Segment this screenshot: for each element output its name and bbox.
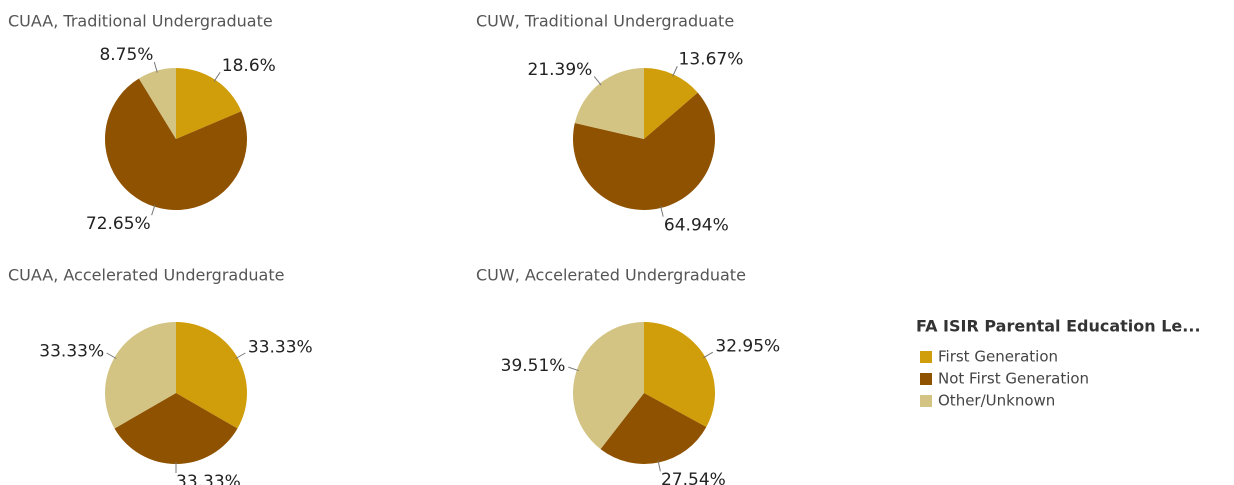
leader-line [703,351,714,359]
leader-line [213,71,221,82]
pie-slice [138,68,176,139]
legend-label: First Generation [938,348,1058,366]
legend-label: Other/Unknown [938,392,1055,410]
data-label: 64.94% [664,216,729,236]
leader-line [568,366,579,372]
data-label: 27.54% [661,470,726,485]
pie-slice [114,393,238,464]
data-label: 8.75% [99,45,153,65]
data-label: 32.95% [715,337,780,357]
data-label: 18.6% [222,56,276,76]
leader-line [657,460,661,472]
pie-slice [600,393,707,464]
pie-slice [572,92,715,211]
leader-line [672,66,678,77]
pie-slice [644,322,715,428]
pie-slice [644,68,698,139]
pie-slice [104,78,247,211]
data-label: 21.39% [528,60,593,80]
data-label: 39.51% [501,356,566,376]
data-label: 72.65% [86,214,151,234]
chart-title: CUAA, Accelerated Undergraduate [8,266,284,285]
chart-title: CUAA, Traditional Undergraduate [8,12,273,31]
data-label: 33.33% [39,342,104,362]
data-label: 13.67% [679,50,744,70]
leader-line [151,204,156,216]
leader-line [106,352,117,359]
chart-title: CUW, Traditional Undergraduate [476,12,734,31]
pie-slice [176,322,247,429]
legend-label: Not First Generation [938,370,1089,388]
legend-swatch [920,373,932,385]
chart-title: CUW, Accelerated Undergraduate [476,266,746,285]
pie-slice [176,68,242,139]
leader-line [593,76,602,86]
pie-slice [573,322,644,450]
pie-slice [105,322,176,429]
leader-line [235,352,246,359]
legend-swatch [920,351,932,363]
legend-title: FA ISIR Parental Education Le... [916,317,1201,336]
legend-swatch [920,395,932,407]
leader-line [660,205,664,217]
data-label: 33.33% [248,338,313,358]
pie-slice [574,68,644,139]
leader-line [153,61,158,73]
data-label: 33.33% [176,472,241,485]
